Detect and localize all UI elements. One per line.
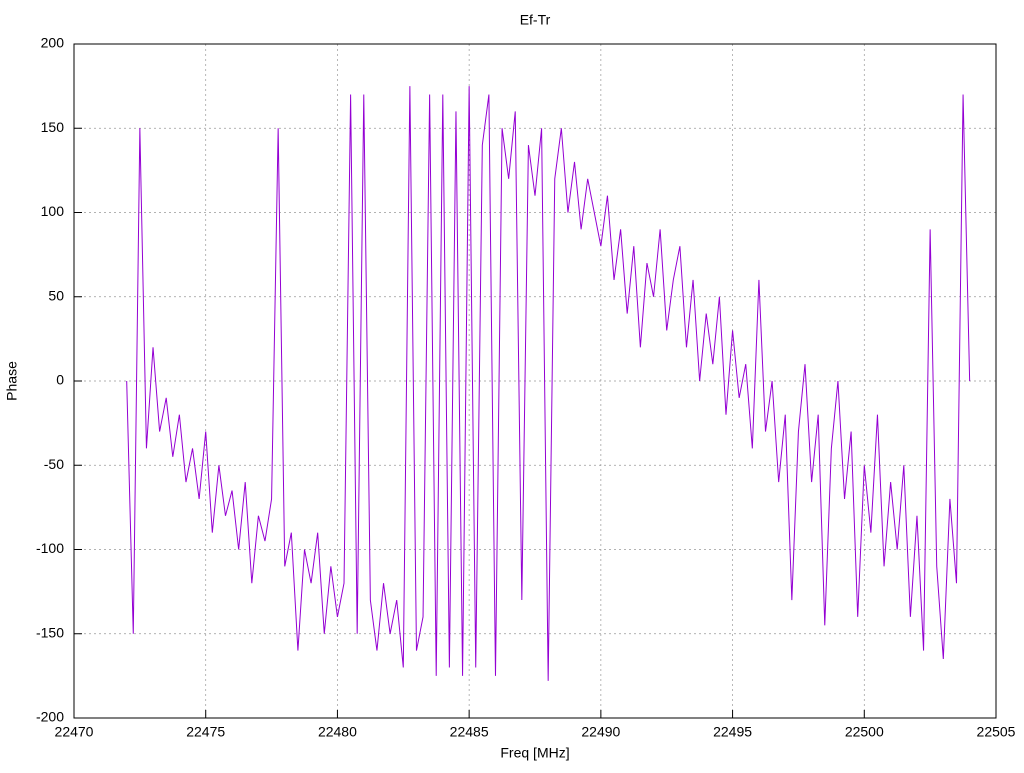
chart-title: Ef-Tr xyxy=(520,12,551,28)
x-tick-label: 22495 xyxy=(713,724,752,740)
y-axis-label: Phase xyxy=(4,361,20,401)
plot-border xyxy=(73,43,997,719)
y-tick-label: 200 xyxy=(41,35,65,51)
y-tick-label: -100 xyxy=(36,540,64,556)
y-tick-label: 150 xyxy=(41,119,65,135)
x-tick-label: 22505 xyxy=(977,724,1016,740)
y-tick-label: 0 xyxy=(56,372,64,388)
y-tick-label: 50 xyxy=(48,287,64,303)
x-tick-label: 22490 xyxy=(581,724,620,740)
x-tick-label: 22475 xyxy=(186,724,225,740)
x-tick-label: 22480 xyxy=(318,724,357,740)
y-tick-label: -200 xyxy=(36,709,64,725)
y-tick-label: -150 xyxy=(36,624,64,640)
y-tick-label: -50 xyxy=(44,456,64,472)
x-axis-label: Freq [MHz] xyxy=(500,745,569,761)
x-tick-label: 22470 xyxy=(55,724,94,740)
y-tick-label: 100 xyxy=(41,203,65,219)
data-line xyxy=(126,86,971,681)
x-tick-label: 22485 xyxy=(450,724,489,740)
x-tick-label: 22500 xyxy=(845,724,884,740)
